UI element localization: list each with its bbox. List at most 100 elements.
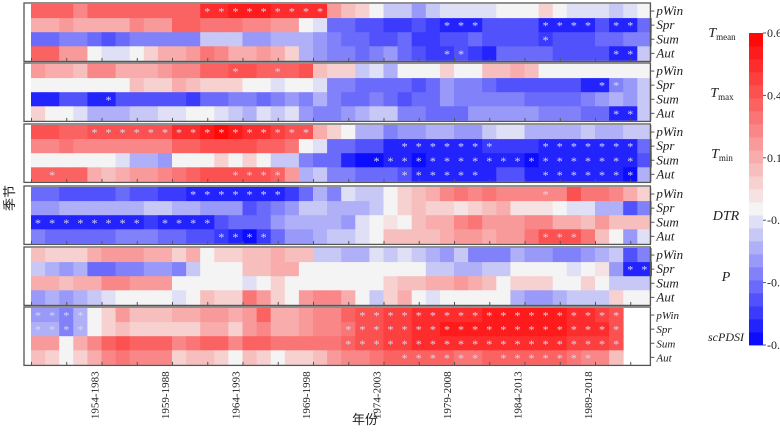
heatmap-cell [186,92,201,107]
heatmap-cell [369,92,384,107]
colorbar-step [749,293,763,307]
heatmap-cell [200,322,215,337]
heatmap-cell [313,92,328,107]
heatmap-cell [172,215,187,230]
colorbar-tick-label: -0.040 [767,213,780,227]
significance-star: * [373,309,379,323]
heatmap-cell [143,139,159,154]
heatmap-cell [369,78,384,93]
heatmap-cell [397,78,413,93]
significance-star: * [585,351,591,365]
heatmap-cell [214,215,229,230]
heatmap-cell [454,18,469,33]
heatmap-cell [496,201,511,216]
heatmap-cell [101,248,116,263]
heatmap-cell [580,167,596,182]
heatmap-cell [186,229,201,244]
variable-label-tmean: Tmean [708,26,736,42]
heatmap-cell [482,4,497,19]
heatmap-cell [552,322,568,337]
heatmap-cell [87,187,102,202]
heatmap-cell [496,78,511,93]
heatmap-cell [341,215,356,230]
heatmap-cell [595,92,610,107]
heatmap-cell [580,139,596,154]
heatmap-cell [214,336,229,351]
heatmap-cell [538,290,554,305]
heatmap-cell [623,18,638,33]
heatmap-cell [355,106,370,121]
heatmap-cell [284,92,300,107]
heatmap-cell [284,350,300,365]
season-label: Spr [656,200,675,215]
heatmap-cell [129,201,145,216]
variable-label-tmin: Tmin [711,147,733,163]
heatmap-cell [214,290,229,305]
panel-frame [23,62,652,123]
x-tick-label: 1979-2008 [442,371,454,419]
heatmap-cell [637,125,652,140]
heatmap-cell [59,308,74,323]
heatmap-cell [298,215,314,230]
significance-star: * [585,168,591,182]
significance-star: * [514,337,520,351]
heatmap-cell [172,290,187,305]
heatmap-cell [524,229,539,244]
heatmap-cell [45,350,60,365]
heatmap-cell [383,78,398,93]
heatmap-cell [439,139,455,154]
heatmap-cell [143,229,159,244]
heatmap-cell [524,262,539,277]
significance-star: * [529,323,535,337]
heatmap-cell [129,153,145,168]
heatmap-cell [496,64,511,79]
x-tick-label: 1954-1983 [90,371,102,419]
heatmap-cell [313,139,328,154]
heatmap-cell [538,153,554,168]
heatmap-cell [214,106,229,121]
heatmap-cell [580,229,596,244]
heatmap-cell [425,64,441,79]
heatmap-cell [327,46,342,61]
heatmap-cell [637,32,652,47]
significance-star: * [49,168,55,182]
heatmap-cell [425,262,441,277]
heatmap-cell [115,215,131,230]
heatmap-cell [341,336,356,351]
heatmap-cell [552,262,568,277]
heatmap-cell [538,336,554,351]
heatmap-cell [186,125,201,140]
significance-star: * [430,309,436,323]
heatmap-cell [157,92,173,107]
heatmap-cell [552,187,568,202]
heatmap-cell [439,262,455,277]
heatmap-cell [59,64,74,79]
heatmap-cell [270,229,286,244]
panel-tmin [31,125,652,182]
significance-star: * [388,309,394,323]
significance-star: * [232,65,238,79]
heatmap-cell [242,322,257,337]
season-label: Sum [656,338,675,350]
heatmap-cell [425,32,441,47]
heatmap-cell [637,215,652,230]
significance-star: * [430,168,436,182]
heatmap-cell [439,78,455,93]
heatmap-cell [73,32,88,47]
significance-star: * [486,140,492,154]
heatmap-cell [270,322,286,337]
heatmap-cell [298,46,314,61]
heatmap-cell [411,18,427,33]
heatmap-cell [580,336,596,351]
heatmap-cell [214,4,229,19]
significance-star: * [543,309,549,323]
heatmap-cell [496,167,511,182]
heatmap-cell [129,64,145,79]
heatmap-cell [468,290,483,305]
heatmap-cell [595,106,610,121]
significance-star: * [416,168,422,182]
heatmap-cell [284,18,300,33]
heatmap-cell [439,18,455,33]
heatmap-cell [45,78,60,93]
heatmap-cell [31,187,46,202]
